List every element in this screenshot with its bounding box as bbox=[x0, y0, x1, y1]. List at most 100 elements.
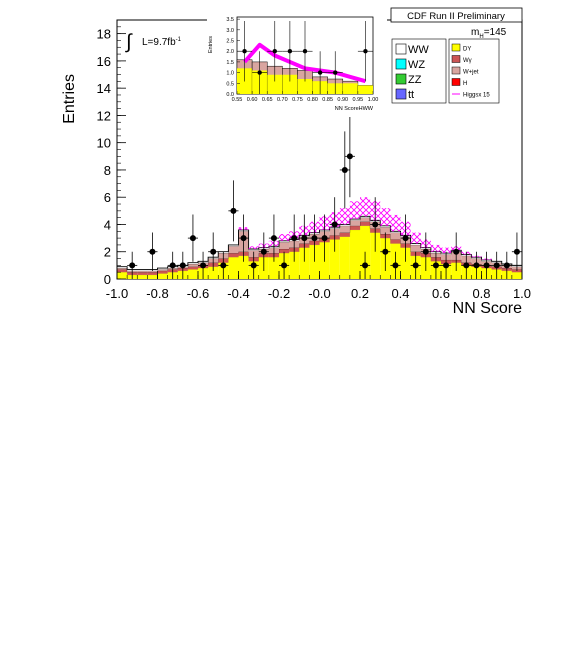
higgs-band-22 bbox=[339, 208, 350, 225]
data-point-20 bbox=[346, 153, 353, 160]
bar-dy-2 bbox=[137, 274, 148, 279]
bar-ww-23 bbox=[349, 219, 360, 221]
data-point-18 bbox=[331, 221, 338, 228]
inset-y-tick-label-1: 0.5 bbox=[226, 81, 234, 87]
data-point-16 bbox=[311, 235, 318, 242]
higgs-band-29 bbox=[410, 232, 421, 244]
inset-x-tick-label-8: 0.95 bbox=[353, 97, 364, 103]
x-tick-label-2: -0.6 bbox=[187, 286, 209, 301]
bar-wjet-4 bbox=[157, 269, 168, 271]
inset-data-point-5 bbox=[317, 70, 323, 75]
bar-w-27 bbox=[390, 239, 401, 244]
data-point-27 bbox=[422, 248, 429, 255]
bar-ww-22 bbox=[339, 224, 350, 226]
inset-data-point-3 bbox=[287, 49, 293, 54]
higgs-band-26 bbox=[380, 208, 391, 226]
inset-y-tick-label-3: 1.5 bbox=[226, 60, 234, 66]
data-point-34 bbox=[493, 262, 500, 269]
bar-dy-18 bbox=[299, 247, 310, 279]
bar-dy-17 bbox=[289, 251, 300, 279]
legend-swatch-wz bbox=[395, 58, 407, 70]
data-point-25 bbox=[402, 235, 409, 242]
y-tick-label-4: 8 bbox=[104, 163, 111, 178]
bar-w-23 bbox=[349, 225, 360, 230]
data-point-23 bbox=[382, 248, 389, 255]
main-axes-group: -1.0 -0.8 -0.6 -0.4 -0.2 -0.0 0.2 0.4 0.6 0.8 1.00… bbox=[97, 19, 531, 301]
legend-label-w: Wγ bbox=[463, 58, 472, 64]
legend-label-wz: WZ bbox=[408, 59, 425, 71]
bar-wjet-26 bbox=[380, 227, 391, 235]
legend-label-ww: WW bbox=[408, 44, 429, 56]
data-point-12 bbox=[270, 235, 277, 242]
inset-data-point-2 bbox=[272, 49, 277, 54]
x-tick-label-6: 0.2 bbox=[351, 286, 369, 301]
bar-w-22 bbox=[339, 232, 350, 237]
bar-dy-19 bbox=[309, 244, 320, 279]
data-point-33 bbox=[483, 262, 490, 269]
data-point-36 bbox=[513, 248, 520, 255]
bar-wjet-29 bbox=[410, 244, 421, 252]
bar-wjet-3 bbox=[147, 270, 158, 273]
bar-dy-4 bbox=[157, 273, 168, 279]
inset-data-point-6 bbox=[333, 70, 338, 75]
data-point-5 bbox=[200, 262, 207, 269]
inset-data-point-7 bbox=[363, 49, 368, 54]
y-axis-label: Entries bbox=[61, 74, 78, 124]
bar-ww-29 bbox=[410, 243, 421, 245]
data-point-7 bbox=[220, 262, 227, 269]
legend-label-dy: DY bbox=[463, 47, 471, 53]
x-tick-label-4: -0.2 bbox=[268, 286, 290, 301]
higgs-band-13 bbox=[248, 246, 259, 250]
bar-ww-27 bbox=[390, 231, 401, 233]
bar-wjet-11 bbox=[228, 246, 239, 254]
legend-swatch-w bbox=[451, 55, 461, 63]
x-tick-label-7: 0.4 bbox=[391, 286, 409, 301]
data-point-10 bbox=[250, 262, 257, 269]
inset-dy-bar-2 bbox=[267, 74, 283, 94]
higgs-band-32 bbox=[441, 247, 452, 254]
bar-wjet-7 bbox=[187, 264, 198, 267]
bar-wjet-2 bbox=[137, 270, 148, 273]
inset-y-tick-label-7: 3.5 bbox=[226, 17, 234, 23]
bar-w-16 bbox=[279, 249, 290, 254]
data-point-32 bbox=[473, 262, 480, 269]
inset-y-tick-label-6: 3.0 bbox=[226, 28, 234, 34]
bar-ww-0 bbox=[117, 266, 128, 269]
bar-ww-2 bbox=[137, 269, 148, 271]
inset-x-tick-label-6: 0.85 bbox=[322, 97, 333, 103]
data-points-group bbox=[127, 115, 522, 279]
luminosity-label: L=9.7fb-1 bbox=[142, 37, 182, 48]
inset-y-tick-label-5: 2.5 bbox=[226, 39, 234, 45]
bar-dy-11 bbox=[228, 257, 239, 279]
bar-dy-28 bbox=[400, 247, 411, 279]
bar-dy-0 bbox=[117, 272, 128, 279]
inset-x-tick-label-9: 1.00 bbox=[368, 97, 379, 103]
data-point-14 bbox=[291, 235, 298, 242]
inset-x-tick-label-3: 0.70 bbox=[277, 97, 288, 103]
inset-data-point-1 bbox=[257, 70, 262, 75]
bar-ww-7 bbox=[187, 262, 198, 265]
data-point-31 bbox=[463, 262, 470, 269]
x-axis-label: NN Score bbox=[453, 300, 522, 317]
inset-data-point-4 bbox=[302, 49, 308, 54]
inset-y-tick-label-4: 2.0 bbox=[226, 49, 234, 55]
bar-dy-21 bbox=[329, 239, 340, 279]
bar-wjet-23 bbox=[349, 220, 360, 226]
data-point-30 bbox=[453, 248, 460, 255]
bar-dy-22 bbox=[339, 236, 350, 279]
bar-w-0 bbox=[117, 269, 128, 273]
legend-label-h: H bbox=[463, 81, 467, 87]
data-point-28 bbox=[432, 262, 439, 269]
x-tick-label-9: 0.8 bbox=[472, 286, 490, 301]
data-point-9 bbox=[240, 235, 247, 242]
inset-y-tick-label-0: 0.0 bbox=[226, 92, 234, 98]
inset-x-tick-label-4: 0.75 bbox=[292, 97, 303, 103]
inset-y-tick-label-2: 1.0 bbox=[226, 71, 234, 77]
higgs-band-31 bbox=[430, 244, 441, 252]
x-tick-label-0: -1.0 bbox=[106, 286, 128, 301]
inset-x-tick-label-5: 0.80 bbox=[307, 97, 318, 103]
bar-wjet-27 bbox=[390, 232, 401, 240]
data-point-4 bbox=[189, 235, 196, 242]
inset-x-tick-label-0: 0.55 bbox=[232, 97, 243, 103]
legend-label-zz: ZZ bbox=[408, 74, 422, 86]
